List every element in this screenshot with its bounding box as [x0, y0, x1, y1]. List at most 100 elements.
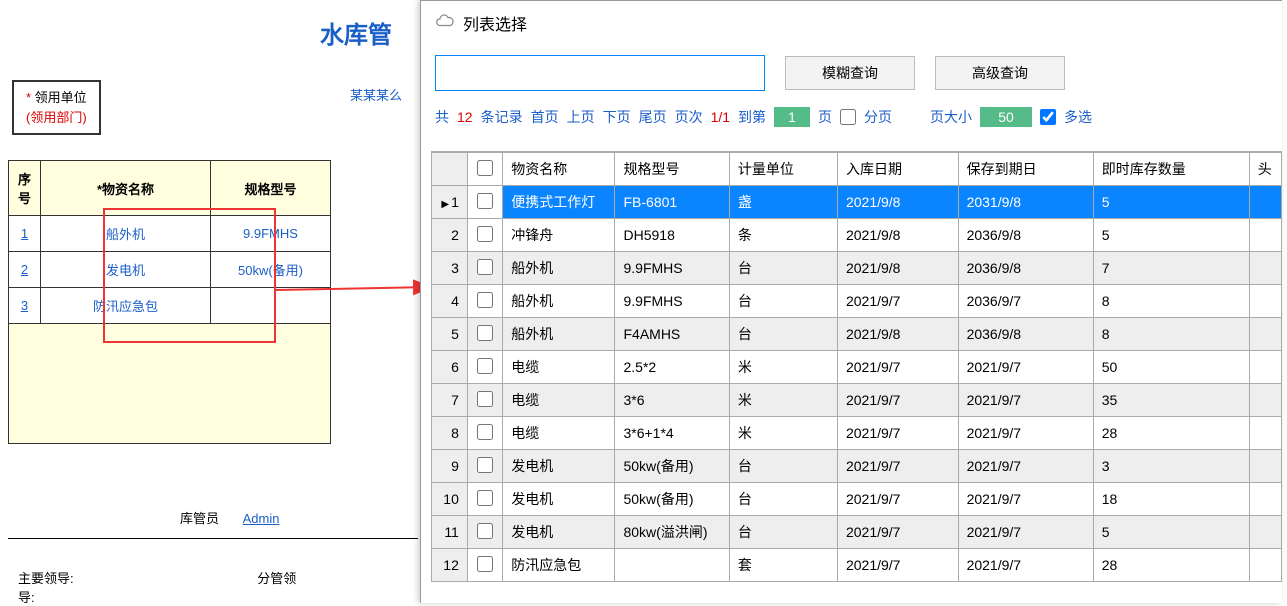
cell-name: 便携式工作灯	[503, 186, 615, 219]
cell-exp-date: 2021/9/7	[958, 417, 1093, 450]
th-extra[interactable]: 头	[1249, 153, 1281, 186]
cell-exp-date: 2021/9/7	[958, 516, 1093, 549]
search-input[interactable]	[435, 55, 765, 91]
cell-in-date: 2021/9/7	[837, 516, 958, 549]
cell-rownum: 2	[432, 219, 468, 252]
keeper-row: 库管员 Admin	[180, 508, 280, 527]
row-checkbox[interactable]	[477, 358, 493, 374]
cloud-icon	[435, 13, 455, 33]
th-name: *物资名称	[41, 161, 211, 216]
row-seq-link[interactable]: 2	[21, 262, 28, 277]
row-checkbox[interactable]	[477, 226, 493, 242]
cell-in-date: 2021/9/7	[837, 384, 958, 417]
th-seq: 序号	[9, 161, 41, 216]
row-checkbox[interactable]	[477, 325, 493, 341]
row-checkbox[interactable]	[477, 193, 493, 209]
paging-label: 分页	[864, 107, 892, 127]
cell-spec: DH5918	[615, 219, 729, 252]
grid-row[interactable]: ▶1便携式工作灯FB-6801盏2021/9/82031/9/85	[432, 186, 1282, 219]
grid-row[interactable]: 5船外机F4AMHS台2021/9/82036/9/88	[432, 318, 1282, 351]
popup-title: 列表选择	[463, 11, 527, 35]
left-items-table: 序号 *物资名称 规格型号 1船外机9.9FMHS2发电机50kw(备用)3防汛…	[8, 160, 331, 444]
cell-unit: 台	[729, 285, 837, 318]
table-row[interactable]: 1船外机9.9FMHS	[9, 216, 331, 252]
cell-rownum: 9	[432, 450, 468, 483]
cell-checkbox	[467, 483, 502, 516]
cell-checkbox	[467, 351, 502, 384]
cell-qty: 28	[1093, 549, 1249, 582]
grid-row[interactable]: 3船外机9.9FMHS台2021/9/82036/9/87	[432, 252, 1282, 285]
cell-spec	[615, 549, 729, 582]
cell-name: 电缆	[503, 351, 615, 384]
row-checkbox[interactable]	[477, 424, 493, 440]
multiselect-checkbox[interactable]	[1040, 109, 1056, 125]
cell-checkbox	[467, 186, 502, 219]
cell-extra	[1249, 318, 1281, 351]
next-page[interactable]: 下页	[603, 107, 631, 127]
row-item-name: 发电机	[106, 263, 145, 278]
list-select-popup: 列表选择 模糊查询 高级查询 共 12 条记录 首页 上页 下页 尾页 页次 1…	[420, 0, 1282, 603]
prev-page[interactable]: 上页	[567, 107, 595, 127]
row-checkbox[interactable]	[477, 292, 493, 308]
cell-name: 发电机	[503, 450, 615, 483]
grid-row[interactable]: 12防汛应急包套2021/9/72021/9/728	[432, 549, 1282, 582]
row-seq-link[interactable]: 1	[21, 226, 28, 241]
row-seq-link[interactable]: 3	[21, 298, 28, 313]
cell-exp-date: 2021/9/7	[958, 351, 1093, 384]
row-checkbox[interactable]	[477, 391, 493, 407]
table-row[interactable]: 3防汛应急包	[9, 288, 331, 324]
page-number-input[interactable]: 1	[774, 107, 810, 127]
grid-row[interactable]: 10发电机50kw(备用)台2021/9/72021/9/718	[432, 483, 1282, 516]
table-row[interactable]: 2发电机50kw(备用)	[9, 252, 331, 288]
cell-qty: 5	[1093, 516, 1249, 549]
last-page[interactable]: 尾页	[639, 107, 667, 127]
paging-checkbox[interactable]	[840, 109, 856, 125]
grid-row[interactable]: 8电缆3*6+1*4米2021/9/72021/9/728	[432, 417, 1282, 450]
cell-name: 防汛应急包	[503, 549, 615, 582]
grid-row[interactable]: 4船外机9.9FMHS台2021/9/72036/9/78	[432, 285, 1282, 318]
cell-rownum: 3	[432, 252, 468, 285]
row-item-name: 船外机	[106, 227, 145, 242]
grid-wrap: 物资名称 规格型号 计量单位 入库日期 保存到期日 即时库存数量 头 ▶1便携式…	[431, 151, 1282, 603]
select-all-checkbox[interactable]	[477, 160, 493, 176]
row-checkbox[interactable]	[477, 259, 493, 275]
cell-in-date: 2021/9/8	[837, 186, 958, 219]
grid-row[interactable]: 9发电机50kw(备用)台2021/9/72021/9/73	[432, 450, 1282, 483]
cell-unit: 米	[729, 351, 837, 384]
cell-extra	[1249, 483, 1281, 516]
th-in-date[interactable]: 入库日期	[837, 153, 958, 186]
cell-checkbox	[467, 252, 502, 285]
grid-row[interactable]: 2冲锋舟DH5918条2021/9/82036/9/85	[432, 219, 1282, 252]
first-page[interactable]: 首页	[531, 107, 559, 127]
grid-row[interactable]: 7电缆3*6米2021/9/72021/9/735	[432, 384, 1282, 417]
page-size-input[interactable]: 50	[980, 107, 1032, 127]
row-checkbox[interactable]	[477, 490, 493, 506]
row-checkbox[interactable]	[477, 457, 493, 473]
cell-qty: 18	[1093, 483, 1249, 516]
row-checkbox[interactable]	[477, 556, 493, 572]
cell-unit: 套	[729, 549, 837, 582]
fuzzy-search-button[interactable]: 模糊查询	[785, 56, 915, 90]
cell-checkbox	[467, 384, 502, 417]
total-label: 共	[435, 107, 449, 127]
th-exp-date[interactable]: 保存到期日	[958, 153, 1093, 186]
row-checkbox[interactable]	[477, 523, 493, 539]
grid-row[interactable]: 6电缆2.5*2米2021/9/72021/9/750	[432, 351, 1282, 384]
th-item-name[interactable]: 物资名称	[503, 153, 615, 186]
th-item-spec[interactable]: 规格型号	[615, 153, 729, 186]
cell-spec: 50kw(备用)	[615, 483, 729, 516]
cell-rownum: 10	[432, 483, 468, 516]
th-rownum	[432, 153, 468, 186]
cell-unit: 米	[729, 417, 837, 450]
cell-spec: 9.9FMHS	[615, 285, 729, 318]
th-item-unit[interactable]: 计量单位	[729, 153, 837, 186]
cell-name: 发电机	[503, 516, 615, 549]
advanced-search-button[interactable]: 高级查询	[935, 56, 1065, 90]
grid-row[interactable]: 11发电机80kw(溢洪闸)台2021/9/72021/9/75	[432, 516, 1282, 549]
cell-in-date: 2021/9/7	[837, 483, 958, 516]
cell-extra	[1249, 516, 1281, 549]
size-label: 页大小	[930, 107, 972, 127]
cell-spec: 9.9FMHS	[615, 252, 729, 285]
cell-unit: 台	[729, 450, 837, 483]
th-qty[interactable]: 即时库存数量	[1093, 153, 1249, 186]
